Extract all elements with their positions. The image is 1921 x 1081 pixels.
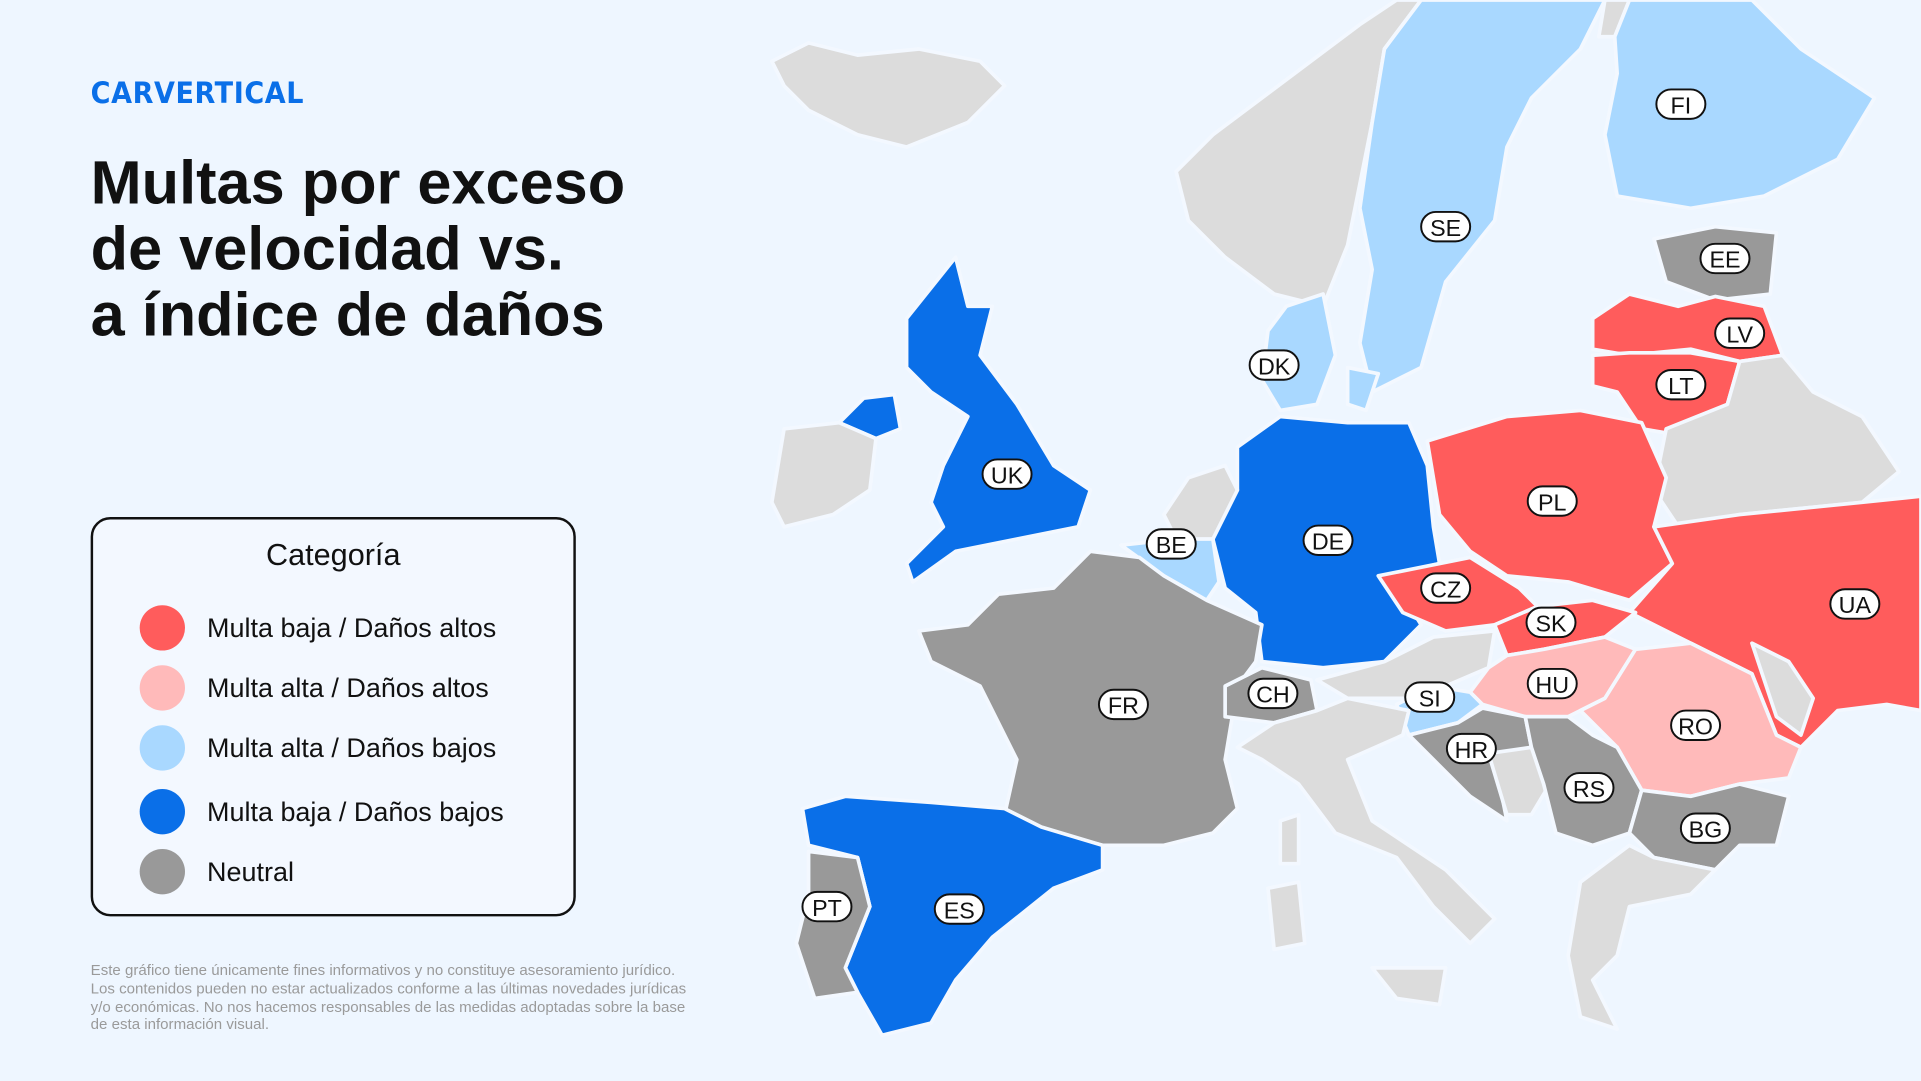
legend-label: Multa baja / Daños altos: [207, 611, 497, 643]
country-label-es: ES: [933, 893, 985, 925]
country-code: DK: [1258, 353, 1291, 379]
legend: Categoría Multa baja / Daños altos Multa…: [90, 517, 576, 917]
country-label-de: DE: [1302, 524, 1354, 556]
country-code: EE: [1709, 247, 1740, 273]
country-label-uk: UK: [981, 458, 1033, 490]
country-label-sk: SK: [1525, 606, 1577, 639]
country-code: FI: [1671, 92, 1692, 118]
country-fi: [1603, 0, 1877, 211]
legend-item: Multa alta / Daños bajos: [139, 725, 497, 771]
title-line: Multas por exceso: [90, 148, 626, 217]
country-label-ch: CH: [1247, 677, 1299, 710]
legend-swatch: [139, 849, 185, 895]
country-code: ES: [944, 897, 975, 923]
legend-label: Multa alta / Daños altos: [207, 671, 489, 703]
country-label-rs: RS: [1563, 772, 1615, 804]
country-label-hu: HU: [1526, 667, 1578, 700]
country-label-lt: LT: [1655, 369, 1707, 401]
country-ie: [769, 420, 878, 529]
carvertical-logo: CARVERTICAL: [90, 75, 305, 111]
country-label-hr: HR: [1445, 732, 1497, 765]
legend-label: Multa alta / Daños bajos: [207, 732, 497, 763]
legend-swatch: [139, 725, 185, 771]
legend-swatch: [139, 788, 185, 835]
country-code: HR: [1455, 737, 1489, 763]
legend-swatch: [139, 605, 185, 651]
country-label-se: SE: [1420, 210, 1472, 243]
country-code: SK: [1535, 611, 1567, 637]
country-code: BG: [1689, 816, 1723, 842]
country-label-lv: LV: [1714, 317, 1766, 349]
country-code: FR: [1108, 693, 1139, 719]
country-code: LV: [1726, 321, 1753, 347]
country-label-ro: RO: [1670, 709, 1722, 741]
disclaimer: Este gráfico tiene únicamente fines info…: [90, 961, 687, 1034]
country-sic: [1370, 966, 1448, 1007]
country-code: CZ: [1430, 576, 1461, 602]
country-gr: [1566, 843, 1718, 1031]
country-label-pl: PL: [1526, 485, 1578, 517]
country-ba: [1486, 745, 1552, 817]
country-se: [1358, 0, 1607, 394]
legend-item: Neutral: [139, 849, 294, 895]
country-code: PL: [1538, 489, 1567, 515]
country-code: SE: [1430, 215, 1461, 241]
country-code: LT: [1668, 373, 1693, 399]
country-it: [1235, 696, 1497, 946]
legend-label: Neutral: [207, 855, 294, 887]
country-md: [1750, 641, 1816, 737]
country-label-bg: BG: [1679, 812, 1731, 844]
country-label-ee: EE: [1699, 242, 1751, 275]
country-label-fr: FR: [1097, 688, 1149, 721]
title-line: a índice de daños: [90, 280, 605, 350]
country-dk2: [1345, 365, 1381, 413]
country-code: UK: [991, 462, 1024, 488]
legend-title: Categoría: [265, 537, 401, 573]
country-label-dk: DK: [1248, 349, 1300, 381]
country-code: BE: [1156, 532, 1187, 558]
country-sar: [1266, 880, 1307, 952]
legend-item: Multa baja / Daños bajos: [139, 788, 504, 835]
country-dk: [1260, 292, 1338, 413]
country-code: SI: [1419, 685, 1441, 711]
country-label-pt: PT: [801, 890, 853, 923]
country-is: [769, 41, 1007, 149]
country-label-cz: CZ: [1420, 572, 1472, 604]
country-code: DE: [1312, 529, 1344, 555]
country-code: PT: [812, 895, 842, 921]
country-gb: [904, 255, 1093, 584]
page-title: Multas por exceso de velocidad vs. a índ…: [91, 149, 728, 347]
country-code: RO: [1678, 714, 1713, 740]
country-code: UA: [1839, 592, 1872, 618]
country-label-si: SI: [1404, 681, 1456, 713]
country-cor: [1278, 812, 1301, 866]
country-label-fi: FI: [1655, 88, 1707, 120]
country-code: HU: [1535, 672, 1569, 698]
title-line: de velocidad vs.: [90, 214, 564, 284]
country-label-be: BE: [1145, 528, 1197, 560]
legend-item: Multa alta / Daños altos: [139, 665, 489, 711]
country-code: RS: [1573, 776, 1605, 802]
legend-item: Multa baja / Daños altos: [139, 605, 497, 651]
country-code: CH: [1256, 682, 1290, 708]
country-label-ua: UA: [1829, 588, 1881, 620]
legend-swatch: [139, 665, 185, 711]
country-fr: [917, 549, 1264, 848]
legend-label: Multa baja / Daños bajos: [207, 795, 504, 827]
